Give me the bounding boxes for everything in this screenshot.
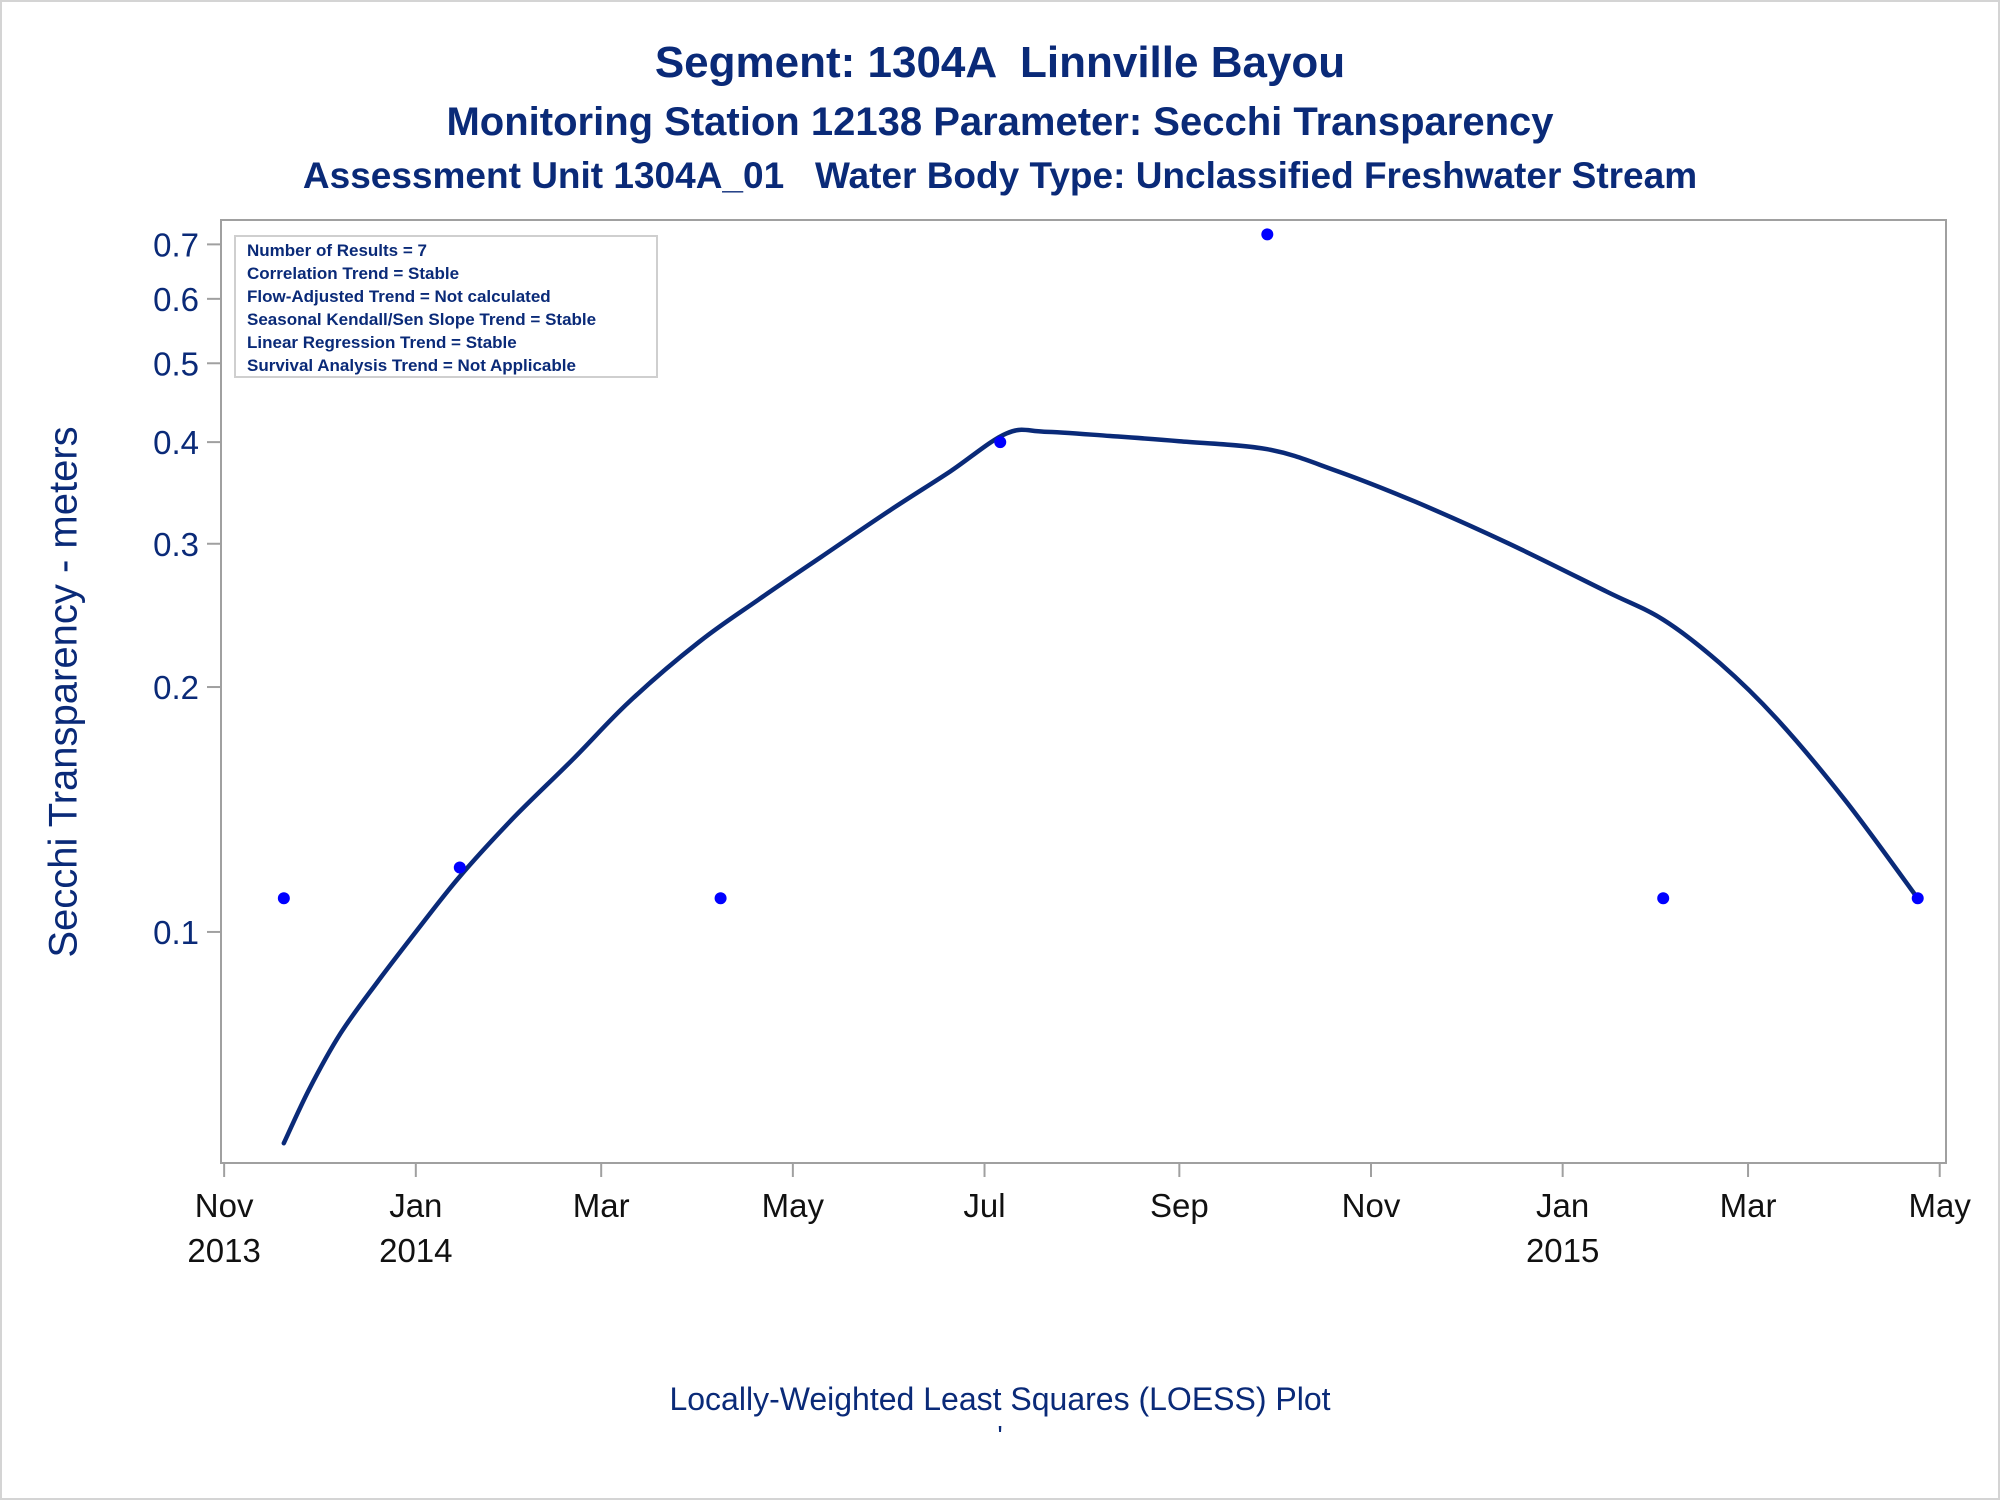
y-tick-label: 0.4 [153, 424, 199, 461]
loess-curve [281, 427, 1920, 1146]
stats-line: Survival Analysis Trend = Not Applicable [247, 356, 576, 375]
x-tick-label: Jan [389, 1187, 442, 1224]
x-tick-label: Mar [1720, 1187, 1777, 1224]
loess-curve-layer [281, 427, 1920, 1146]
y-tick-label: 0.5 [153, 345, 199, 382]
chart-subtitle: Monitoring Station 12138 Parameter: Secc… [446, 100, 1554, 144]
data-point [453, 861, 466, 874]
data-point [1261, 228, 1274, 241]
x-tick-label: Jul [963, 1187, 1005, 1224]
x-tick-label: Nov [195, 1187, 254, 1224]
stats-line: Seasonal Kendall/Sen Slope Trend = Stabl… [247, 310, 596, 329]
data-point [1911, 892, 1924, 905]
data-point [277, 892, 290, 905]
y-tick-label: 0.6 [153, 281, 199, 318]
data-points-layer [277, 228, 1924, 905]
y-tick-label: 0.3 [153, 526, 199, 563]
chart-subtitle-2: Assessment Unit 1304A_01 Water Body Type… [302, 155, 1698, 196]
y-axis: 0.1 0.2 0.3 0.4 0.5 0.6 0.7 [153, 226, 221, 951]
x-tick-year-label: 2013 [187, 1232, 260, 1269]
x-axis: Nov 2013 Jan 2014 Mar May Jul Sep Nov Jan 2015 Mar M… [187, 1163, 1971, 1269]
data-point [1657, 892, 1670, 905]
stats-line: Number of Results = 7 [247, 241, 427, 260]
plot-caption: Locally-Weighted Least Squares (LOESS) P… [669, 1381, 1331, 1417]
x-tick-label: Sep [1150, 1187, 1209, 1224]
data-point [994, 436, 1007, 449]
stats-box: Number of Results = 7 Correlation Trend =… [234, 235, 658, 378]
x-tick-year-label: 2015 [1526, 1232, 1599, 1269]
x-tick-label: May [1909, 1187, 1972, 1224]
data-point [714, 892, 727, 905]
stats-box-border [234, 235, 658, 378]
footnote: ' [997, 1420, 1003, 1451]
x-tick-label: Mar [573, 1187, 630, 1224]
stats-line: Correlation Trend = Stable [247, 264, 459, 283]
plot-area [220, 219, 1947, 1164]
y-tick-label: 0.2 [153, 669, 199, 706]
x-tick-year-label: 2014 [379, 1232, 452, 1269]
y-tick-label: 0.7 [153, 226, 199, 263]
stats-line: Flow-Adjusted Trend = Not calculated [247, 287, 551, 306]
x-tick-label: Nov [1342, 1187, 1401, 1224]
y-tick-label: 0.1 [153, 914, 199, 951]
chart-title: Segment: 1304A Linnville Bayou [654, 38, 1346, 87]
stats-line: Linear Regression Trend = Stable [247, 333, 517, 352]
x-tick-label: Jan [1536, 1187, 1589, 1224]
x-tick-label: May [762, 1187, 825, 1224]
